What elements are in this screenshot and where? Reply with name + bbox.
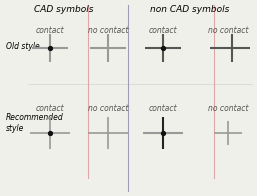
Text: contact: contact <box>36 104 64 113</box>
Text: contact: contact <box>36 26 64 35</box>
Text: no contact: no contact <box>88 104 128 113</box>
Text: Old style: Old style <box>6 42 40 51</box>
Text: non CAD symbols: non CAD symbols <box>150 5 230 14</box>
Text: no contact: no contact <box>88 26 128 35</box>
Text: contact: contact <box>149 26 177 35</box>
Text: CAD symbols: CAD symbols <box>34 5 94 14</box>
Text: no contact: no contact <box>208 104 248 113</box>
Text: no contact: no contact <box>208 26 248 35</box>
Text: Recommended
style: Recommended style <box>6 113 64 133</box>
Text: contact: contact <box>149 104 177 113</box>
